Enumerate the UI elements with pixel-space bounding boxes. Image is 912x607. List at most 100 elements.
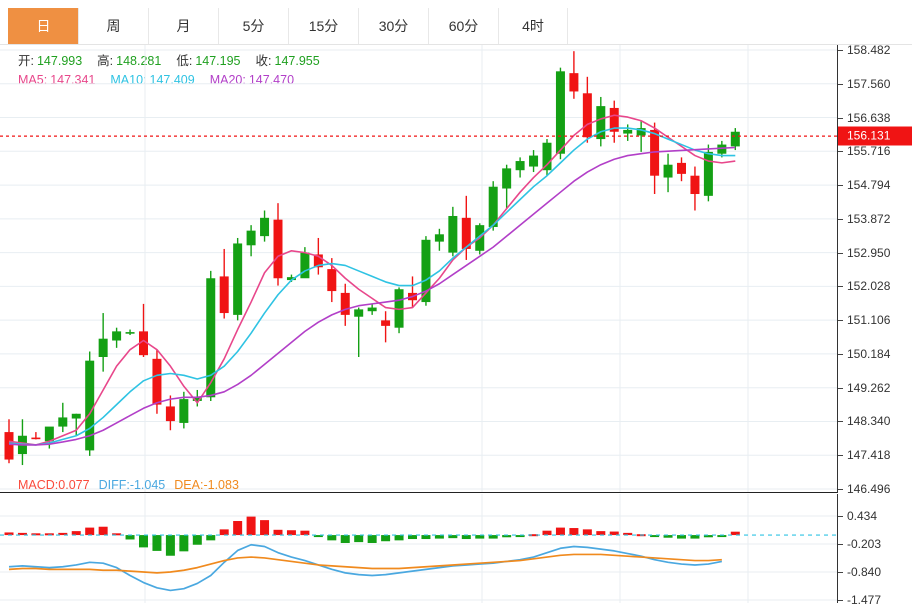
macd-histogram-bar (690, 535, 700, 539)
macd-histogram-bar (542, 530, 552, 536)
macd-axis: 0.434 -0.203 -0.840 -1.477 (837, 494, 912, 607)
macd-histogram-bar (717, 535, 727, 538)
macd-histogram-bar (152, 535, 162, 551)
candle-body (246, 230, 256, 246)
macd-axis-tick: -0.203 (838, 537, 881, 551)
macd-histogram-bar (703, 535, 713, 538)
ma-line-ma5 (8, 114, 736, 446)
dea-value: -1.083 (203, 478, 239, 492)
tab-5[interactable]: 15分 (288, 8, 358, 44)
tab-2[interactable]: 周 (78, 8, 148, 44)
macd-histogram-bar (300, 530, 310, 536)
macd-histogram-bar (461, 535, 471, 540)
candle-body (125, 332, 135, 334)
tab-3[interactable]: 月 (148, 8, 218, 44)
candle-body (165, 406, 175, 422)
candle-body (327, 269, 337, 292)
candle-body (650, 129, 660, 176)
macd-histogram-bar (58, 532, 68, 536)
price-axis-tick: 153.872 (838, 212, 890, 226)
candle-body (206, 278, 216, 398)
macd-histogram-bar (730, 531, 740, 536)
low-label: 低: (176, 54, 193, 68)
candle-body (663, 164, 673, 178)
candle-body (555, 71, 565, 154)
tab-1[interactable]: 日 (8, 8, 78, 44)
macd-histogram-bar (313, 535, 323, 538)
macd-chart-plot[interactable] (0, 494, 837, 603)
candle-body (381, 320, 391, 326)
price-axis-tick: 158.482 (838, 43, 890, 57)
candle-body (85, 360, 95, 451)
candle-body (286, 277, 296, 281)
macd-histogram-bar (609, 531, 619, 536)
candle-body (703, 151, 713, 196)
candle-body (354, 309, 364, 317)
candle-body (340, 292, 350, 315)
price-axis-tick: 150.184 (838, 347, 890, 361)
macd-histogram-bar (354, 535, 364, 543)
macd-histogram-bar (219, 529, 229, 536)
price-axis-tick: 147.418 (838, 448, 890, 462)
candle-body (233, 243, 243, 315)
macd-histogram-bar (139, 535, 148, 548)
candle-body (461, 217, 471, 249)
candle-body (542, 142, 552, 171)
tab-4[interactable]: 5分 (218, 8, 288, 44)
diff-label: DIFF: (98, 478, 130, 492)
macd-histogram-bar (663, 535, 673, 538)
candle-body (730, 131, 740, 147)
macd-histogram-bar (192, 535, 202, 545)
macd-histogram-bar (448, 535, 458, 539)
macd-histogram-bar (286, 530, 296, 536)
price-axis-tick: 155.716 (838, 144, 890, 158)
macd-histogram-bar (502, 535, 512, 538)
tab-7[interactable]: 60分 (428, 8, 498, 44)
macd-dea-line (8, 553, 722, 574)
timeframe-tab-bar: 日周月 5分 15分 30分 60分 4时 (0, 0, 912, 45)
candle-body (569, 73, 579, 92)
candle-body (219, 276, 229, 314)
macd-histogram-bar (381, 535, 391, 542)
macd-histogram-bar (515, 535, 525, 538)
macd-histogram-bar (327, 535, 337, 541)
price-axis: 158.482 157.560 156.638 155.716 154.794 153.8… (837, 43, 912, 496)
price-axis-tick: 152.950 (838, 246, 890, 260)
macd-histogram-bar (31, 533, 41, 536)
price-axis-tick: 151.106 (838, 313, 890, 327)
price-axis-tick: 148.340 (838, 414, 890, 428)
macd-axis-tick: -1.477 (838, 593, 881, 607)
candle-body (515, 161, 525, 171)
candle-body (421, 239, 431, 303)
macd-histogram-bar (555, 527, 565, 536)
candle-body (98, 338, 108, 357)
macd-histogram-bar (488, 535, 498, 539)
tab-8[interactable]: 4时 (498, 8, 568, 44)
macd-histogram-bar (71, 531, 81, 536)
candle-body (609, 107, 619, 132)
macd-value: 0.077 (58, 478, 90, 492)
high-label: 高: (97, 54, 114, 68)
macd-info-line: MACD:0.077 DIFF:-1.045 DEA:-1.083 (18, 477, 239, 493)
candle-body (582, 93, 592, 138)
macd-histogram-bar (367, 535, 377, 543)
candle-body (260, 217, 270, 237)
candle-body (313, 254, 323, 268)
candle-body (300, 252, 310, 279)
macd-histogram-bar (260, 520, 270, 536)
price-axis-tick: 146.496 (838, 482, 890, 496)
macd-histogram-bar (434, 535, 444, 539)
candle-body (717, 144, 727, 154)
macd-histogram-bar (677, 535, 686, 539)
panel-divider (0, 492, 912, 493)
macd-histogram-bar (623, 532, 633, 536)
macd-histogram-bar (569, 528, 579, 536)
candle-body (690, 175, 700, 195)
price-chart-plot[interactable] (0, 45, 837, 493)
candle-body (596, 106, 606, 140)
macd-histogram-bar (650, 535, 660, 538)
macd-histogram-bar (17, 532, 27, 536)
tab-6[interactable]: 30分 (358, 8, 428, 44)
price-axis-tick: 154.794 (838, 178, 890, 192)
